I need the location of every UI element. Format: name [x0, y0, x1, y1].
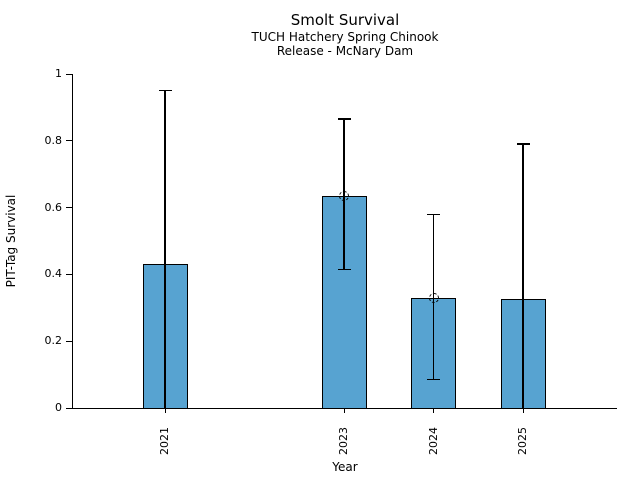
x-tick-mark [343, 409, 345, 413]
error-cap-low-2024 [427, 378, 440, 381]
error-cap-high-2025 [516, 143, 530, 145]
y-tick-label: 0.6 [44, 200, 63, 214]
y-tick-label: 0 [55, 401, 62, 414]
x-tick-label-2025: 2025 [516, 427, 529, 455]
estimate-marker-2023 [339, 190, 349, 201]
x-tick-mark [433, 409, 434, 413]
title-block: Smolt Survival TUCH Hatchery Spring Chin… [73, 11, 617, 58]
y-tick-label: 0.8 [44, 133, 63, 147]
x-tick-label-2023: 2023 [337, 427, 350, 455]
x-tick-label-2021: 2021 [158, 427, 171, 455]
y-tick-label: 1 [55, 67, 62, 80]
y-tick-label: 0.2 [44, 334, 63, 348]
y-tick-mark [66, 340, 73, 342]
chart-subtitle-line1: TUCH Hatchery Spring Chinook [251, 30, 439, 44]
error-cap-high-2024 [427, 213, 440, 216]
y-tick-mark [66, 273, 73, 275]
x-tick-mark [522, 409, 524, 413]
error-cap-high-2023 [337, 118, 351, 120]
x-tick-mark [164, 409, 166, 413]
chart-subtitle-line2: Release - McNary Dam [276, 44, 414, 58]
error-cap-low-2023 [337, 268, 351, 271]
y-tick-mark [66, 140, 73, 142]
y-axis-spine [72, 74, 73, 408]
y-tick-label: 0.4 [44, 267, 63, 281]
y-tick-mark [66, 207, 73, 209]
x-axis-label: Year [332, 460, 358, 474]
estimate-marker-2024 [428, 292, 439, 303]
chart-title: Smolt Survival [290, 11, 400, 29]
error-cap-high-2021 [158, 89, 172, 92]
x-tick-label-2024: 2024 [426, 427, 440, 455]
y-tick-mark [66, 73, 73, 75]
error-bar-2025 [522, 144, 524, 408]
error-bar-2021 [164, 90, 166, 408]
y-tick-mark [66, 407, 73, 409]
